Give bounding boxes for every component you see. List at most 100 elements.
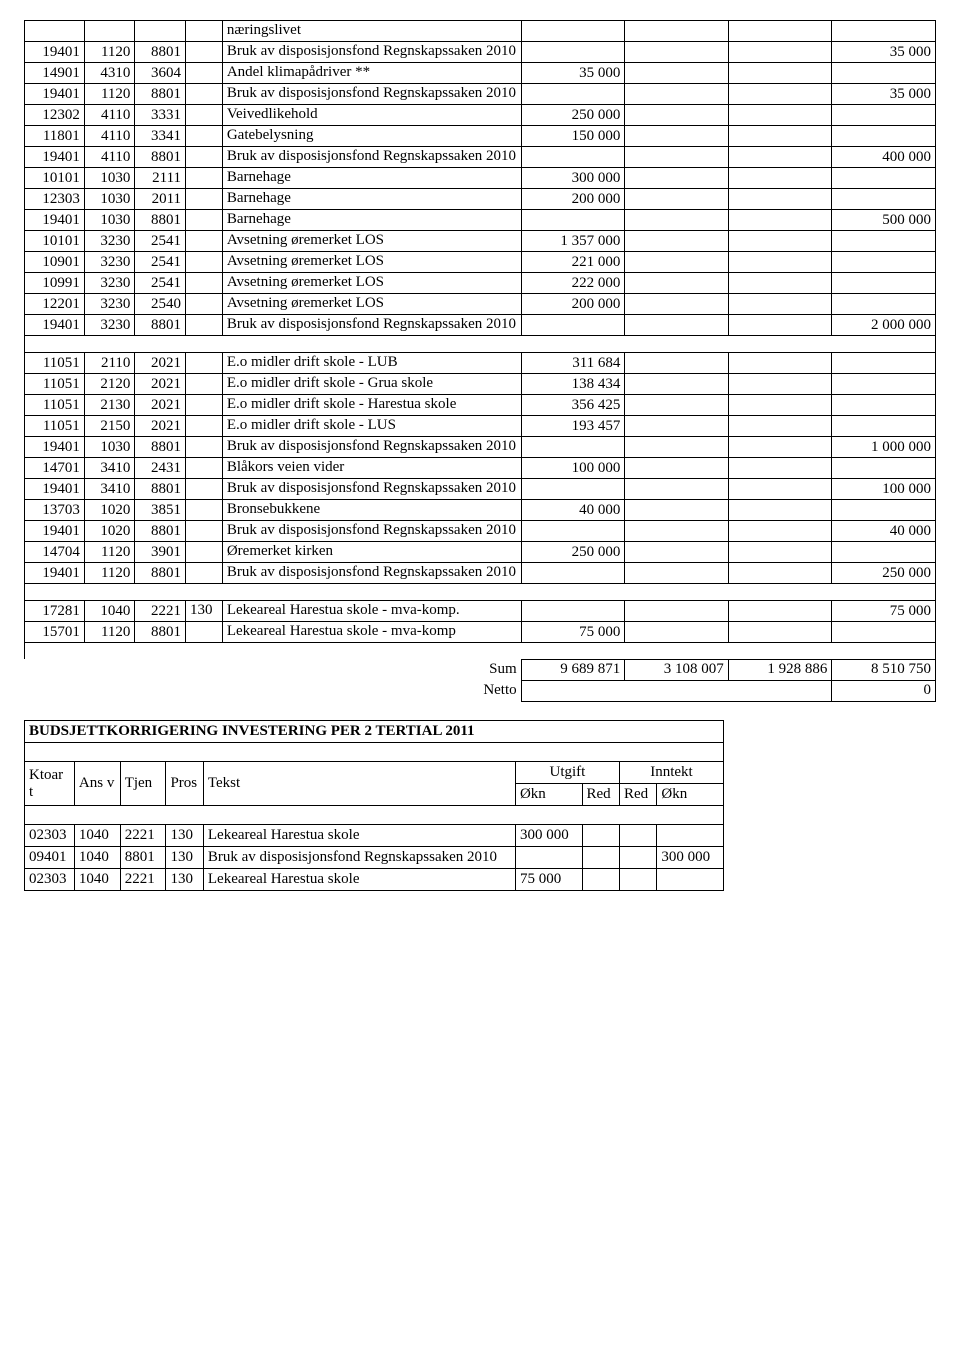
- cell-c9: [832, 126, 936, 147]
- netto-value: 0: [832, 681, 936, 702]
- cell-c8: [728, 437, 832, 458]
- cell-c6: [521, 437, 625, 458]
- table-row: 1490143103604Andel klimapådriver **35 00…: [25, 63, 936, 84]
- cell-c9: [832, 416, 936, 437]
- cell-c8: [728, 252, 832, 273]
- investment-title: BUDSJETTKORRIGERING INVESTERING PER 2 TE…: [25, 721, 724, 743]
- table-row: 1940141108801Bruk av disposisjonsfond Re…: [25, 147, 936, 168]
- cell-c1: 19401: [25, 437, 85, 458]
- cell-c9: [832, 252, 936, 273]
- sum-c6: 9 689 871: [521, 660, 625, 681]
- cell-c7: [625, 521, 729, 542]
- cell-c1: 15701: [25, 622, 85, 643]
- cell-c3: 2541: [135, 231, 186, 252]
- hdr-tjen: Tjen: [120, 762, 166, 806]
- cell-c9: 35 000: [832, 42, 936, 63]
- cell-c8: [619, 847, 656, 869]
- cell-c7: [625, 189, 729, 210]
- cell-c5: E.o midler drift skole - LUB: [222, 353, 521, 374]
- cell-c7: [625, 395, 729, 416]
- investment-title-row: BUDSJETTKORRIGERING INVESTERING PER 2 TE…: [25, 721, 724, 743]
- cell-c5: Lekeareal Harestua skole: [203, 825, 515, 847]
- cell-c3: 2021: [135, 395, 186, 416]
- cell-c6: [521, 315, 625, 336]
- cell-c8: [728, 189, 832, 210]
- cell-c4: [186, 63, 223, 84]
- cell-c3: 3851: [135, 500, 186, 521]
- cell-c8: [728, 563, 832, 584]
- cell-c6: 138 434: [521, 374, 625, 395]
- cell-c7: [625, 353, 729, 374]
- cell-c4: [186, 84, 223, 105]
- cell-c2: 1020: [84, 521, 135, 542]
- blank-row: [25, 743, 724, 762]
- cell-c1: 19401: [25, 210, 85, 231]
- table-row: 1230310302011Barnehage200 000: [25, 189, 936, 210]
- table-row: 1470134102431Blåkors veien vider100 000: [25, 458, 936, 479]
- cell-c2: 1120: [84, 42, 135, 63]
- cell-c1: 19401: [25, 479, 85, 500]
- cell-c7: [625, 273, 729, 294]
- cell-c7: [625, 500, 729, 521]
- cell-c6: 300 000: [521, 168, 625, 189]
- cell-c1: 19401: [25, 42, 85, 63]
- cell-c2: 1030: [84, 210, 135, 231]
- cell-c5: Bruk av disposisjonsfond Regnskapssaken …: [222, 42, 521, 63]
- cell-c2: [84, 21, 135, 42]
- cell-c9: [832, 63, 936, 84]
- cell-c5: Lekeareal Harestua skole: [203, 869, 515, 891]
- cell-c6: 75 000: [521, 622, 625, 643]
- cell-c5: Bronsebukkene: [222, 500, 521, 521]
- cell-c5: Bruk av disposisjonsfond Regnskapssaken …: [222, 315, 521, 336]
- cell-c5: Andel klimapådriver **: [222, 63, 521, 84]
- table-row: 1105121302021E.o midler drift skole - Ha…: [25, 395, 936, 416]
- cell-c6: 35 000: [521, 63, 625, 84]
- table-row: [25, 643, 936, 660]
- cell-c4: [186, 521, 223, 542]
- cell-c9: [832, 105, 936, 126]
- cell-c5: Barnehage: [222, 189, 521, 210]
- cell-c5: Veivedlikehold: [222, 105, 521, 126]
- cell-c2: 1030: [84, 437, 135, 458]
- table-row: 1940111208801Bruk av disposisjonsfond Re…: [25, 42, 936, 63]
- cell-c6: 40 000: [521, 500, 625, 521]
- cell-c6: 222 000: [521, 273, 625, 294]
- cell-c6: 250 000: [521, 105, 625, 126]
- cell-c7: [625, 21, 729, 42]
- cell-c6: [521, 601, 625, 622]
- cell-c2: 2110: [84, 353, 135, 374]
- cell-c4: [186, 168, 223, 189]
- cell-c6: [521, 84, 625, 105]
- cell-c4: [186, 273, 223, 294]
- table-row: 1940110308801Barnehage500 000: [25, 210, 936, 231]
- cell-c2: 1030: [84, 168, 135, 189]
- cell-c9: [832, 622, 936, 643]
- hdr-okn1: Økn: [515, 784, 582, 806]
- sum-c7: 3 108 007: [625, 660, 729, 681]
- table-row: 1940110308801Bruk av disposisjonsfond Re…: [25, 437, 936, 458]
- cell-c1: 14704: [25, 542, 85, 563]
- hdr-inntekt: Inntekt: [619, 762, 723, 784]
- cell-c9: 35 000: [832, 84, 936, 105]
- cell-c6: [515, 847, 582, 869]
- cell-c6: 75 000: [515, 869, 582, 891]
- cell-c7: [582, 825, 619, 847]
- cell-c9: [657, 825, 724, 847]
- cell-c4: [186, 105, 223, 126]
- cell-c7: [625, 315, 729, 336]
- cell-c9: [832, 542, 936, 563]
- cell-c7: [625, 252, 729, 273]
- cell-c8: [728, 395, 832, 416]
- table-row: 1940132308801Bruk av disposisjonsfond Re…: [25, 315, 936, 336]
- cell-c2: 3230: [84, 315, 135, 336]
- cell-c5: Bruk av disposisjonsfond Regnskapssaken …: [222, 479, 521, 500]
- cell-c9: 300 000: [657, 847, 724, 869]
- cell-c1: 02303: [25, 825, 75, 847]
- cell-c4: [186, 294, 223, 315]
- cell-c2: 1120: [84, 563, 135, 584]
- cell-c3: 2221: [120, 825, 166, 847]
- cell-c7: [625, 563, 729, 584]
- cell-c3: [135, 21, 186, 42]
- cell-c5: Bruk av disposisjonsfond Regnskapssaken …: [222, 563, 521, 584]
- cell-c6: 200 000: [521, 294, 625, 315]
